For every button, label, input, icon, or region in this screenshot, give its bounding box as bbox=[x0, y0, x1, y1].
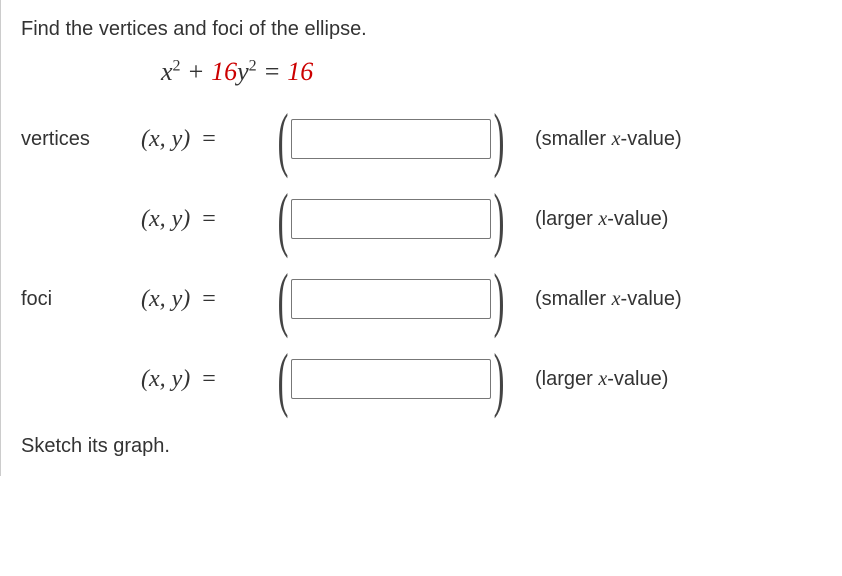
xy-label: (x, y) = bbox=[141, 286, 271, 313]
equation: x2 + 16y2 = 16 bbox=[161, 57, 822, 87]
instruction-text: Find the vertices and foci of the ellips… bbox=[21, 18, 822, 41]
focus-larger-input[interactable] bbox=[291, 359, 491, 399]
xy-label: (x, y) = bbox=[141, 126, 271, 153]
focus-row-smaller: foci (x, y) = ( ) (smaller x-value) bbox=[21, 271, 822, 327]
note-larger: (larger x-value) bbox=[535, 208, 668, 231]
note-prefix: (smaller bbox=[535, 128, 612, 150]
vertex-row-larger: (x, y) = ( ) (larger x-value) bbox=[21, 191, 822, 247]
paren-group: ( ) bbox=[271, 191, 511, 247]
paren-right-icon: ) bbox=[494, 111, 505, 167]
xy-text: (x, y) bbox=[141, 366, 190, 392]
eq-plus: + bbox=[181, 57, 212, 86]
paren-right-icon: ) bbox=[494, 271, 505, 327]
note-smaller: (smaller x-value) bbox=[535, 128, 682, 151]
eq-coef-y: 16 bbox=[211, 57, 237, 86]
eq-sign: = bbox=[202, 286, 216, 312]
note-prefix: (larger bbox=[535, 208, 598, 230]
paren-group: ( ) bbox=[271, 111, 511, 167]
vertex-row-smaller: vertices (x, y) = ( ) (smaller x-value) bbox=[21, 111, 822, 167]
foci-label: foci bbox=[21, 288, 141, 311]
xy-label: (x, y) = bbox=[141, 366, 271, 393]
paren-right-icon: ) bbox=[494, 351, 505, 407]
note-smaller: (smaller x-value) bbox=[535, 288, 682, 311]
note-xvar: x bbox=[598, 368, 607, 390]
paren-left-icon: ( bbox=[278, 111, 289, 167]
eq-rhs: 16 bbox=[287, 57, 313, 86]
eq-sign: = bbox=[202, 206, 216, 232]
eq-sign: = bbox=[202, 366, 216, 392]
xy-label: (x, y) = bbox=[141, 206, 271, 233]
paren-left-icon: ( bbox=[278, 351, 289, 407]
eq-y-exp: 2 bbox=[249, 57, 257, 74]
focus-smaller-input[interactable] bbox=[291, 279, 491, 319]
paren-group: ( ) bbox=[271, 351, 511, 407]
paren-right-icon: ) bbox=[494, 191, 505, 247]
note-suffix: -value) bbox=[607, 208, 668, 230]
answer-rows: vertices (x, y) = ( ) (smaller x-value) … bbox=[21, 111, 822, 407]
xy-text: (x, y) bbox=[141, 206, 190, 232]
note-larger: (larger x-value) bbox=[535, 368, 668, 391]
focus-row-larger: (x, y) = ( ) (larger x-value) bbox=[21, 351, 822, 407]
xy-text: (x, y) bbox=[141, 286, 190, 312]
eq-y: y bbox=[237, 57, 249, 86]
note-prefix: (smaller bbox=[535, 288, 612, 310]
note-xvar: x bbox=[598, 208, 607, 230]
eq-x-exp: 2 bbox=[173, 57, 181, 74]
note-suffix: -value) bbox=[621, 128, 682, 150]
vertex-larger-input[interactable] bbox=[291, 199, 491, 239]
note-xvar: x bbox=[612, 288, 621, 310]
paren-group: ( ) bbox=[271, 271, 511, 327]
vertices-label: vertices bbox=[21, 128, 141, 151]
xy-text: (x, y) bbox=[141, 126, 190, 152]
sketch-instruction: Sketch its graph. bbox=[21, 435, 822, 458]
paren-left-icon: ( bbox=[278, 271, 289, 327]
paren-left-icon: ( bbox=[278, 191, 289, 247]
eq-equals: = bbox=[257, 57, 288, 86]
note-prefix: (larger bbox=[535, 368, 598, 390]
eq-sign: = bbox=[202, 126, 216, 152]
eq-x: x bbox=[161, 57, 173, 86]
note-xvar: x bbox=[612, 128, 621, 150]
note-suffix: -value) bbox=[607, 368, 668, 390]
note-suffix: -value) bbox=[621, 288, 682, 310]
vertex-smaller-input[interactable] bbox=[291, 119, 491, 159]
